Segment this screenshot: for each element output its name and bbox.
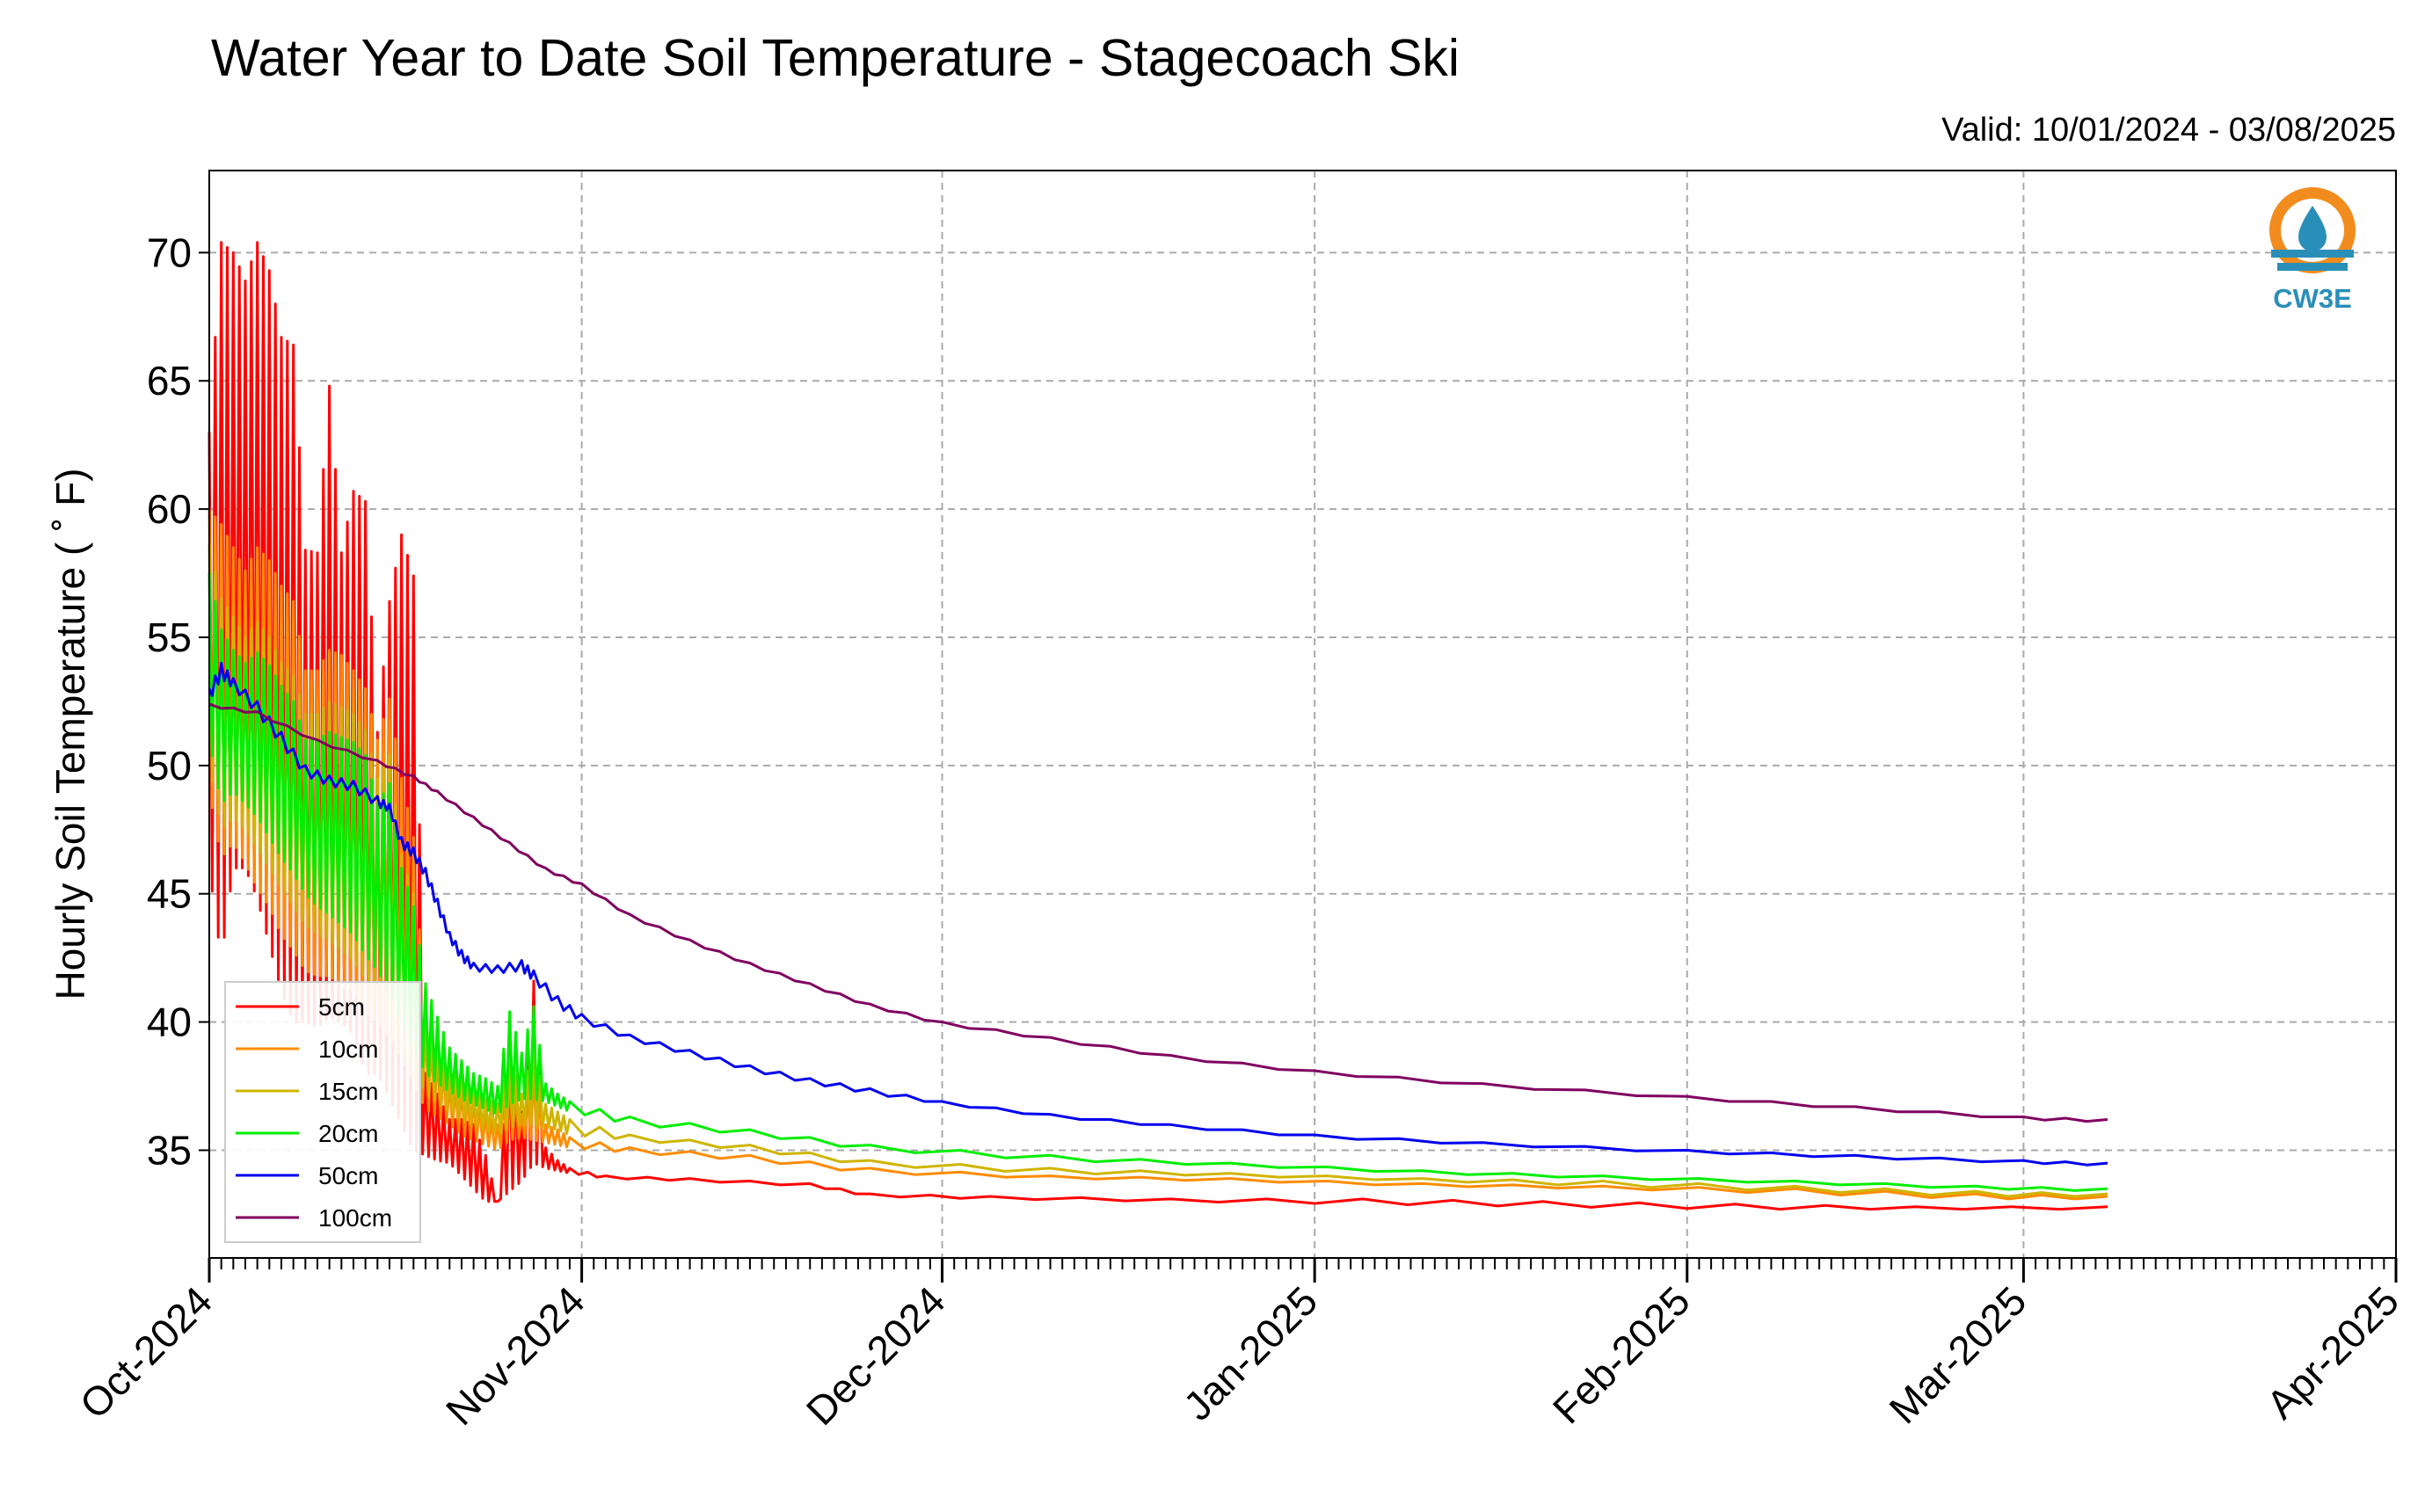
series-lines — [208, 241, 2108, 1211]
y-tick-label: 35 — [147, 1127, 192, 1173]
grid — [209, 171, 2396, 1258]
legend-label-15cm: 15cm — [318, 1078, 378, 1105]
legend-label-10cm: 10cm — [318, 1036, 378, 1063]
y-tick-label: 65 — [147, 358, 192, 403]
legend-label-100cm: 100cm — [318, 1204, 392, 1232]
y-axis-ticks: 35 40 45 50 55 60 65 70 — [147, 229, 209, 1173]
chart-subtitle: Valid: 10/01/2024 - 03/08/2025 — [1941, 112, 2396, 149]
legend-label-20cm: 20cm — [318, 1120, 378, 1147]
y-tick-label: 50 — [147, 743, 192, 789]
y-tick-label: 70 — [147, 229, 192, 275]
legend-box — [224, 981, 421, 1243]
logo-wave-2 — [2277, 263, 2348, 271]
water-drop-icon — [2298, 206, 2327, 251]
legend-label-5cm: 5cm — [318, 993, 365, 1021]
logo-wave-1 — [2271, 250, 2354, 258]
x-axis-ticks: Oct-2024 Nov-2024 Dec-2024 Jan-2025 Feb-2025… — [71, 1258, 2407, 1434]
legend-label-50cm: 50cm — [318, 1162, 378, 1189]
x-tick-label: Dec-2024 — [797, 1277, 954, 1434]
y-tick-label: 55 — [147, 614, 192, 660]
series-line-50cm — [208, 661, 2108, 1167]
x-tick-label: Oct-2024 — [71, 1277, 222, 1428]
series-line-5cm — [208, 241, 2108, 1211]
series-line-20cm — [208, 572, 2108, 1192]
series-line-100cm — [208, 702, 2108, 1123]
y-axis-label: Hourly Soil Temperature ( ˚ F) — [47, 469, 93, 1000]
y-tick-label: 40 — [147, 1000, 192, 1045]
legend: 5cm 10cm 15cm 20cm 50cm 100cm — [224, 981, 421, 1243]
y-tick-label: 60 — [147, 486, 192, 532]
x-tick-label: Feb-2025 — [1544, 1277, 1699, 1432]
x-tick-label: Nov-2024 — [437, 1277, 594, 1434]
x-tick-label: Mar-2025 — [1880, 1277, 2035, 1432]
cw3e-logo: CW3E — [2269, 187, 2356, 314]
y-tick-label: 45 — [147, 871, 192, 917]
chart-title: Water Year to Date Soil Temperature - St… — [211, 29, 1460, 87]
x-tick-label: Jan-2025 — [1175, 1277, 1326, 1428]
x-tick-label: Apr-2025 — [2257, 1277, 2407, 1428]
logo-text: CW3E — [2273, 283, 2352, 314]
